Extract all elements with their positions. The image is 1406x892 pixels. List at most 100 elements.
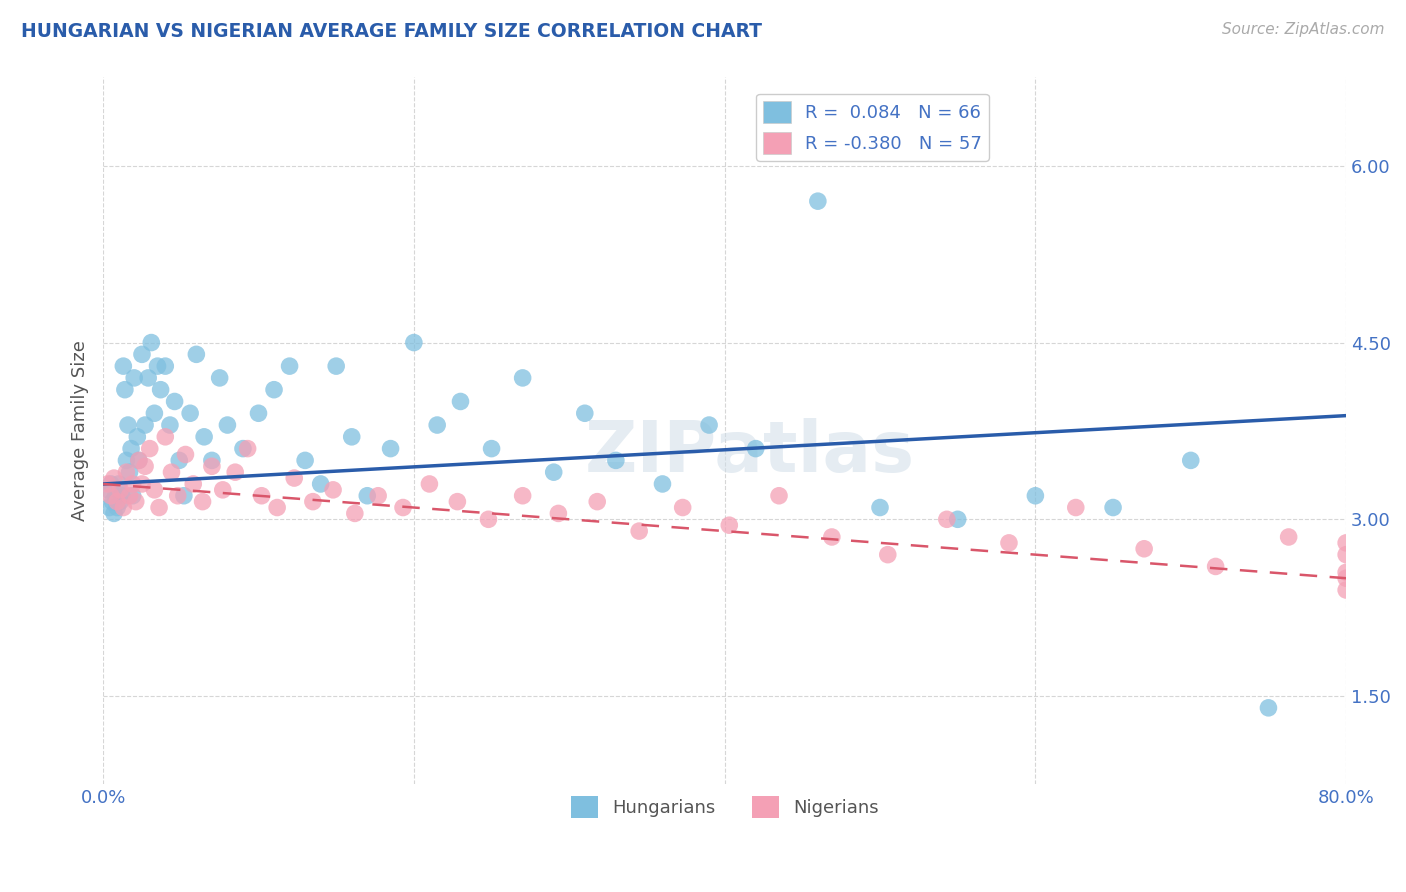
Point <box>322 483 344 497</box>
Point <box>1205 559 1227 574</box>
Point <box>263 383 285 397</box>
Point <box>107 477 129 491</box>
Point <box>768 489 790 503</box>
Point <box>247 406 270 420</box>
Point <box>547 507 569 521</box>
Point <box>1334 571 1357 585</box>
Point <box>155 430 177 444</box>
Point <box>718 518 741 533</box>
Point <box>112 500 135 515</box>
Point <box>125 494 148 508</box>
Point <box>103 471 125 485</box>
Text: ZIPatlas: ZIPatlas <box>585 417 914 487</box>
Point <box>869 500 891 515</box>
Point <box>105 500 128 515</box>
Point <box>167 453 190 467</box>
Point <box>141 335 163 350</box>
Point <box>103 507 125 521</box>
Point <box>208 371 231 385</box>
Point <box>201 453 224 467</box>
Point <box>110 494 132 508</box>
Point <box>217 418 239 433</box>
Point <box>807 194 830 209</box>
Point <box>1334 582 1357 597</box>
Point <box>159 418 181 433</box>
Point <box>166 489 188 503</box>
Point <box>128 453 150 467</box>
Point <box>149 383 172 397</box>
Y-axis label: Average Family Size: Average Family Size <box>72 341 89 521</box>
Point <box>100 489 122 503</box>
Point <box>143 406 166 420</box>
Point <box>115 453 138 467</box>
Point <box>127 430 149 444</box>
Point <box>98 500 121 515</box>
Point <box>1064 500 1087 515</box>
Point <box>117 418 139 433</box>
Point <box>193 430 215 444</box>
Point <box>128 453 150 467</box>
Point <box>232 442 254 456</box>
Point <box>380 442 402 456</box>
Point <box>876 548 898 562</box>
Point <box>110 483 132 497</box>
Point <box>131 347 153 361</box>
Point <box>155 359 177 373</box>
Point <box>266 500 288 515</box>
Point <box>283 471 305 485</box>
Point <box>146 359 169 373</box>
Point <box>586 494 609 508</box>
Point <box>114 383 136 397</box>
Point <box>1334 536 1357 550</box>
Point <box>111 489 134 503</box>
Legend: Hungarians, Nigerians: Hungarians, Nigerians <box>564 789 886 825</box>
Point <box>211 483 233 497</box>
Point <box>120 442 142 456</box>
Point <box>118 465 141 479</box>
Point <box>1024 489 1046 503</box>
Point <box>1278 530 1301 544</box>
Point <box>100 477 122 491</box>
Point <box>122 371 145 385</box>
Point <box>136 371 159 385</box>
Point <box>325 359 347 373</box>
Point <box>191 494 214 508</box>
Point <box>481 442 503 456</box>
Point <box>186 347 208 361</box>
Point <box>1334 566 1357 580</box>
Point <box>998 536 1021 550</box>
Point <box>115 465 138 479</box>
Point <box>160 465 183 479</box>
Point <box>250 489 273 503</box>
Point <box>121 477 143 491</box>
Point <box>651 477 673 491</box>
Point <box>512 489 534 503</box>
Point <box>697 418 720 433</box>
Point <box>543 465 565 479</box>
Point <box>512 371 534 385</box>
Point <box>1133 541 1156 556</box>
Point <box>112 359 135 373</box>
Point <box>343 507 366 521</box>
Point <box>236 442 259 456</box>
Point <box>121 489 143 503</box>
Point <box>946 512 969 526</box>
Point <box>356 489 378 503</box>
Text: HUNGARIAN VS NIGERIAN AVERAGE FAMILY SIZE CORRELATION CHART: HUNGARIAN VS NIGERIAN AVERAGE FAMILY SIZ… <box>21 22 762 41</box>
Point <box>134 459 156 474</box>
Point <box>935 512 957 526</box>
Point <box>143 483 166 497</box>
Text: Source: ZipAtlas.com: Source: ZipAtlas.com <box>1222 22 1385 37</box>
Point <box>574 406 596 420</box>
Point <box>605 453 627 467</box>
Point <box>744 442 766 456</box>
Point <box>118 489 141 503</box>
Point <box>101 494 124 508</box>
Point <box>672 500 695 515</box>
Point <box>1102 500 1125 515</box>
Point <box>1180 453 1202 467</box>
Point <box>477 512 499 526</box>
Point <box>104 489 127 503</box>
Point <box>367 489 389 503</box>
Point <box>174 448 197 462</box>
